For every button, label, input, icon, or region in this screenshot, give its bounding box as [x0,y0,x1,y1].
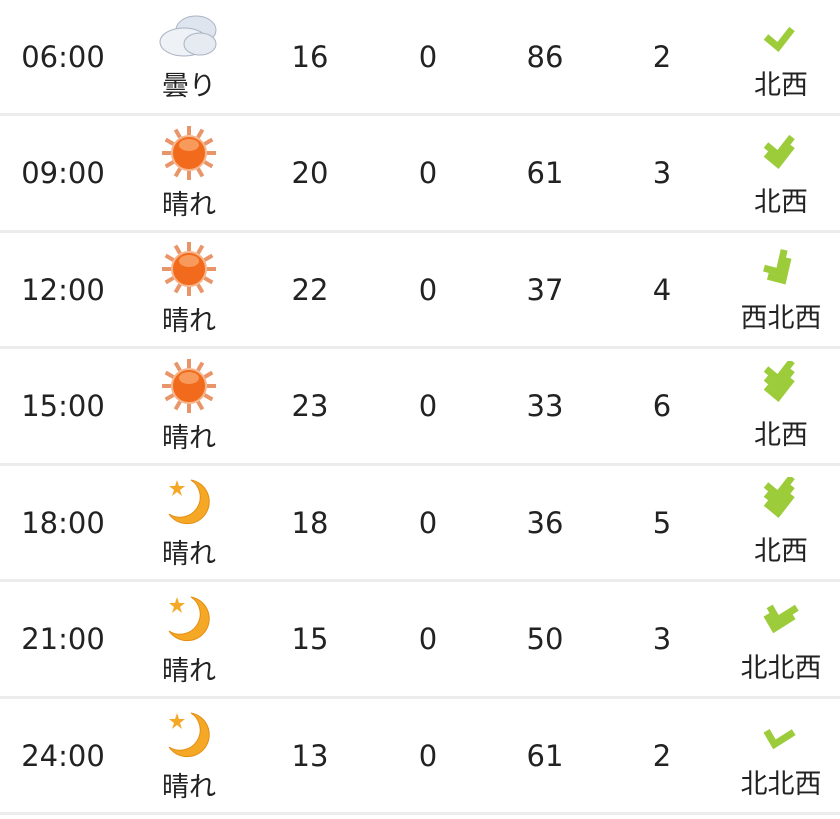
table-row: 06:00 曇り 16 0 86 2 北西 [0,0,840,116]
time: 18:00 [21,505,105,540]
weather-cell: 晴れ [130,699,248,812]
sun-icon [161,241,217,297]
wind-speed: 6 [652,389,672,423]
time: 24:00 [21,738,105,773]
wind-direction-cell: 北西 [722,0,840,113]
humidity: 61 [526,738,564,773]
humidity: 86 [526,39,564,74]
humidity: 61 [526,156,564,190]
wind-direction-cell: 北北西 [722,699,840,812]
wind-direction: 北西 [754,419,808,451]
weather-label: 晴れ [162,422,216,454]
wind-arrow-icon [756,477,806,527]
precipitation: 0 [418,39,438,74]
weather-label: 晴れ [162,539,216,570]
time: 12:00 [21,272,105,307]
temperature: 13 [291,738,329,773]
weather-cell: 晴れ [130,466,248,579]
table-row: 18:00 晴れ 18 0 36 5 北西 [0,466,840,582]
humidity: 33 [526,389,564,423]
wind-arrow-icon [756,128,806,178]
precipitation: 0 [418,738,438,773]
weather-cell: 晴れ [130,583,248,696]
moon-icon [161,474,217,530]
wind-direction: 北西 [754,186,808,218]
wind-speed: 3 [652,622,672,656]
weather-label: 晴れ [162,189,216,221]
sun-icon [161,125,217,181]
table-row: 21:00 晴れ 15 0 50 3 北北西 [0,583,840,699]
wind-speed: 4 [652,272,672,307]
wind-direction-cell: 北西 [722,117,840,230]
temperature: 22 [291,272,329,307]
wind-direction-cell: 北北西 [722,583,840,696]
wind-arrow-icon [756,360,806,411]
wind-speed: 2 [652,738,672,773]
table-row: 12:00 晴れ 22 0 37 4 西北西 [0,233,840,349]
wind-direction: 西北西 [740,303,822,334]
weather-label: 曇り [162,71,216,102]
time: 21:00 [21,622,105,656]
time: 09:00 [21,156,105,190]
precipitation: 0 [418,389,438,423]
wind-direction: 北北西 [740,652,822,684]
wind-speed: 2 [652,39,672,74]
wind-arrow-icon [756,11,806,61]
wind-direction-cell: 西北西 [722,233,840,346]
temperature: 20 [291,156,329,190]
temperature: 18 [291,505,329,540]
weather-cell: 晴れ [130,233,248,346]
table-row: 09:00 晴れ 20 0 61 3 北西 [0,117,840,233]
weather-cell: 晴れ [130,117,248,230]
wind-direction: 北北西 [740,769,822,800]
precipitation: 0 [418,272,438,307]
moon-icon [161,707,217,763]
precipitation: 0 [418,622,438,656]
precipitation: 0 [418,156,438,190]
moon-icon [161,591,217,647]
weather-cell: 曇り [130,0,248,113]
weather-label: 晴れ [162,772,216,803]
wind-direction: 北西 [754,536,808,567]
wind-arrow-icon [756,594,806,644]
temperature: 15 [291,622,329,656]
humidity: 36 [526,505,564,540]
wind-direction-cell: 北西 [722,350,840,463]
table-row: 15:00 晴れ 23 0 33 6 北西 [0,350,840,466]
weather-label: 晴れ [162,655,216,687]
wind-direction: 北西 [754,70,808,101]
wind-direction-cell: 北西 [722,466,840,579]
cloud-icon [154,10,224,62]
temperature: 23 [291,389,329,423]
precipitation: 0 [418,505,438,540]
time: 06:00 [21,39,105,74]
table-row: 24:00 晴れ 13 0 61 2 北北西 [0,699,840,815]
wind-speed: 5 [652,505,672,540]
humidity: 50 [526,622,564,656]
sun-icon [161,358,217,414]
weather-cell: 晴れ [130,350,248,463]
time: 15:00 [21,389,105,423]
wind-speed: 3 [652,156,672,190]
temperature: 16 [291,39,329,74]
weather-label: 晴れ [162,306,216,337]
humidity: 37 [526,272,564,307]
wind-arrow-icon [756,244,806,294]
wind-arrow-icon [756,710,806,760]
